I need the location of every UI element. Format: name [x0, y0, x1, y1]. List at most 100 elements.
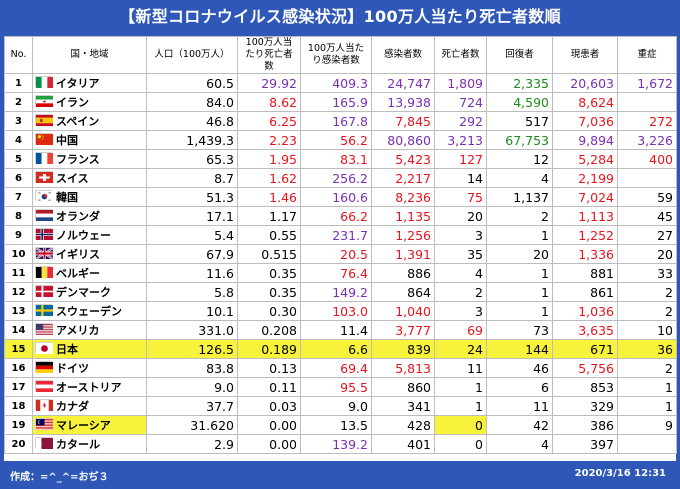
country-name: 中国 [56, 134, 78, 147]
country-name: カナダ [56, 400, 89, 413]
table-row: 8 オランダ 17.1 1.17 66.2 1,135 20 2 1,113 45 [4, 206, 677, 226]
rank-cell: 18 [4, 396, 33, 416]
value-cell: 11.6 [146, 263, 238, 283]
value-cell: 46 [486, 358, 553, 378]
table-row: 20 カタール 2.9 0.00 139.2 401 0 4 397 [4, 434, 677, 454]
value-cell: 0.30 [237, 301, 301, 321]
rank-cell: 20 [4, 434, 33, 454]
value-cell: 1,137 [486, 187, 553, 207]
value-cell: 0.11 [237, 377, 301, 397]
value-cell: 10 [617, 320, 677, 340]
country-name: ドイツ [56, 362, 89, 375]
value-cell: 84.0 [146, 92, 238, 112]
timestamp: 2020/3/16 12:31 [574, 468, 666, 479]
value-cell: 256.2 [300, 168, 372, 188]
value-cell: 1.46 [237, 187, 301, 207]
value-cell: 65.3 [146, 149, 238, 169]
value-cell: 5,423 [371, 149, 435, 169]
table-panel: No. 国・地域 人口（100万人） 100万人当たり死亡者数 100万人当たり… [4, 36, 677, 461]
value-cell: 839 [371, 339, 435, 359]
qatar-flag-icon [35, 437, 53, 449]
value-cell: 139.2 [300, 434, 372, 454]
country-cell: 日本 [32, 339, 147, 359]
value-cell: 1 [486, 263, 553, 283]
value-cell: 75 [434, 187, 487, 207]
country-cell: ノルウェー [32, 225, 147, 245]
iran-flag-icon [35, 95, 53, 107]
rank-cell: 8 [4, 206, 33, 226]
country-cell: 韓国 [32, 187, 147, 207]
value-cell: 2,335 [486, 73, 553, 93]
value-cell: 144 [486, 339, 553, 359]
value-cell: 8,236 [371, 187, 435, 207]
value-cell: 860 [371, 377, 435, 397]
value-cell: 13,938 [371, 92, 435, 112]
value-cell: 24,747 [371, 73, 435, 93]
rank-cell: 17 [4, 377, 33, 397]
value-cell: 881 [552, 263, 618, 283]
col-header: No. [4, 36, 33, 74]
value-cell: 51.3 [146, 187, 238, 207]
value-cell: 59 [617, 187, 677, 207]
value-cell: 37.7 [146, 396, 238, 416]
value-cell: 2 [617, 358, 677, 378]
country-name: マレーシア [56, 419, 111, 432]
value-cell: 1,036 [552, 301, 618, 321]
value-cell: 126.5 [146, 339, 238, 359]
value-cell: 7,036 [552, 111, 618, 131]
value-cell: 1 [486, 282, 553, 302]
value-cell: 11.4 [300, 320, 372, 340]
country-name: アメリカ [56, 324, 100, 337]
value-cell: 83.8 [146, 358, 238, 378]
table-row: 15 日本 126.5 0.189 6.6 839 24 144 671 36 [4, 339, 677, 359]
value-cell: 1,256 [371, 225, 435, 245]
value-cell: 1,135 [371, 206, 435, 226]
value-cell: 2.9 [146, 434, 238, 454]
value-cell: 67,753 [486, 130, 553, 150]
value-cell: 67.9 [146, 244, 238, 264]
table-row: 3 スペイン 46.8 6.25 167.8 7,845 292 517 7,036 272 [4, 111, 677, 131]
col-header: 死亡者数 [434, 36, 487, 74]
table-row: 6 スイス 8.7 1.62 256.2 2,217 14 4 2,199 [4, 168, 677, 188]
country-name: スイス [56, 172, 89, 185]
value-cell: 127 [434, 149, 487, 169]
value-cell: 7,845 [371, 111, 435, 131]
value-cell: 66.2 [300, 206, 372, 226]
rank-cell: 1 [4, 73, 33, 93]
country-name: オランダ [56, 210, 100, 223]
value-cell: 8.62 [237, 92, 301, 112]
value-cell: 95.5 [300, 377, 372, 397]
value-cell: 0.35 [237, 263, 301, 283]
rank-cell: 19 [4, 415, 33, 435]
malaysia-flag-icon [35, 418, 53, 430]
value-cell: 397 [552, 434, 618, 454]
col-header: 感染者数 [371, 36, 435, 74]
value-cell: 0.35 [237, 282, 301, 302]
japan-flag-icon [35, 342, 53, 354]
table-row: 1 イタリア 60.5 29.92 409.3 24,747 1,809 2,335 20,60… [4, 73, 677, 93]
country-cell: 中国 [32, 130, 147, 150]
value-cell: 4 [486, 168, 553, 188]
netherlands-flag-icon [35, 209, 53, 221]
value-cell: 1,439.3 [146, 130, 238, 150]
value-cell [617, 168, 677, 188]
value-cell: 69 [434, 320, 487, 340]
value-cell: 4 [486, 434, 553, 454]
value-cell: 6.25 [237, 111, 301, 131]
rank-cell: 3 [4, 111, 33, 131]
table-row: 18 カナダ 37.7 0.03 9.0 341 1 11 329 1 [4, 396, 677, 416]
table-row: 16 ドイツ 83.8 0.13 69.4 5,813 11 46 5,756 2 [4, 358, 677, 378]
swiss-flag-icon [35, 171, 53, 183]
table-row: 19 マレーシア 31.620 0.00 13.5 428 0 42 386 9 [4, 415, 677, 435]
country-name: ベルギー [56, 267, 100, 280]
value-cell: 103.0 [300, 301, 372, 321]
value-cell: 56.2 [300, 130, 372, 150]
value-cell: 165.9 [300, 92, 372, 112]
value-cell: 3,213 [434, 130, 487, 150]
country-name: イタリア [56, 77, 100, 90]
value-cell: 11 [434, 358, 487, 378]
col-header: 回復者 [486, 36, 553, 74]
rank-cell: 5 [4, 149, 33, 169]
value-cell: 3,635 [552, 320, 618, 340]
value-cell: 0 [434, 434, 487, 454]
